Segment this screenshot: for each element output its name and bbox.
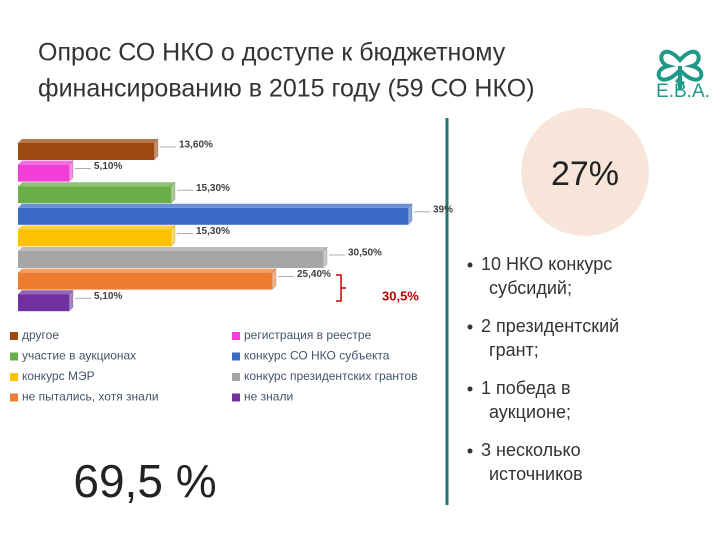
bar-side xyxy=(170,224,176,248)
bar xyxy=(18,251,323,268)
bar-side xyxy=(153,137,159,162)
legend-swatch xyxy=(10,393,18,402)
bar-side xyxy=(407,202,413,227)
legend-swatch xyxy=(10,352,18,361)
bar-top xyxy=(18,247,327,251)
legend-label: регистрация в реестре xyxy=(244,328,372,342)
legend-label: другое xyxy=(22,328,59,342)
bar-top xyxy=(18,139,158,143)
value-label: 25,40% xyxy=(297,269,331,280)
bar-side xyxy=(68,288,74,313)
bullet-text: аукционе; xyxy=(489,402,571,422)
legend-label: не пытались, хотя знали xyxy=(22,390,159,404)
bar xyxy=(18,164,69,182)
bullet-dot xyxy=(467,324,473,330)
legend-swatch xyxy=(232,393,240,402)
legend-label: конкурс МЭР xyxy=(22,369,95,383)
legend-swatch xyxy=(232,373,240,381)
bar-top xyxy=(18,290,73,295)
bar-side xyxy=(322,245,328,270)
bracket xyxy=(336,274,346,302)
bullet-text: 3 несколько xyxy=(481,440,581,460)
title-line: финансированию в 2015 году (59 СО НКО) xyxy=(38,75,535,103)
value-label: 39% xyxy=(433,204,453,215)
legend-label: конкурс президентских грантов xyxy=(244,369,417,383)
legend-swatch xyxy=(232,352,240,361)
bar-side xyxy=(170,180,176,205)
value-label: 15,30% xyxy=(196,226,230,237)
logo-icon xyxy=(656,49,704,90)
bar xyxy=(18,143,154,160)
bar-side xyxy=(271,267,277,291)
bar xyxy=(18,207,408,225)
legend-swatch xyxy=(10,373,18,381)
legend-swatch xyxy=(232,332,240,340)
bar-side xyxy=(68,159,74,183)
bullet-text: 2 президентский xyxy=(481,316,619,336)
bar-top xyxy=(18,225,175,230)
logo-text: Е.В.А. xyxy=(656,81,710,102)
big-value: 69,5 % xyxy=(73,455,216,507)
highlight-circle xyxy=(521,108,649,236)
annotation: 30,5% xyxy=(382,288,419,303)
bar-top xyxy=(18,160,73,165)
value-label: 5,10% xyxy=(94,161,122,172)
bar xyxy=(18,229,171,247)
bar-top xyxy=(18,182,175,187)
bar-top xyxy=(18,203,412,208)
value-label: 30,50% xyxy=(348,248,382,259)
bullet-dot xyxy=(467,386,473,392)
bullet-text: источников xyxy=(489,464,583,484)
legend-swatch xyxy=(10,332,18,340)
bar-top xyxy=(18,268,276,273)
value-label: 13,60% xyxy=(179,140,213,151)
bullet-dot xyxy=(467,448,473,454)
bullet-text: грант; xyxy=(489,340,539,360)
bar xyxy=(18,186,171,204)
bar xyxy=(18,272,272,290)
bullet-text: 1 победа в xyxy=(481,378,571,398)
legend-label: участие в аукционах xyxy=(22,349,136,363)
bullet-text: субсидий; xyxy=(489,278,572,298)
title-line: Опрос СО НКО о доступе к бюджетному xyxy=(38,39,506,67)
legend-label: конкурс СО НКО субъекта xyxy=(244,349,390,363)
bar xyxy=(18,294,69,312)
bullet-list: 10 НКО конкурс субсидий; 2 президентский гр… xyxy=(467,254,619,484)
circle-value: 27% xyxy=(551,155,619,193)
value-label: 15,30% xyxy=(196,183,230,194)
value-label: 5,10% xyxy=(94,291,122,302)
bullet-dot xyxy=(467,262,473,268)
bullet-text: 10 НКО конкурс xyxy=(481,254,612,274)
legend-label: не знали xyxy=(244,390,293,404)
